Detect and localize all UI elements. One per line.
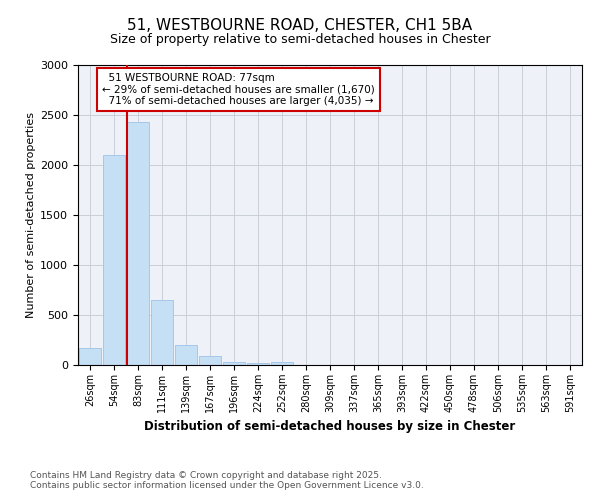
Bar [247, 363, 269, 365]
Text: 51, WESTBOURNE ROAD, CHESTER, CH1 5BA: 51, WESTBOURNE ROAD, CHESTER, CH1 5BA [127, 18, 473, 32]
Bar [127, 122, 149, 365]
Text: Size of property relative to semi-detached houses in Chester: Size of property relative to semi-detach… [110, 32, 490, 46]
Bar [175, 345, 197, 365]
Text: Contains public sector information licensed under the Open Government Licence v3: Contains public sector information licen… [30, 480, 424, 490]
Bar [151, 300, 173, 365]
Bar [223, 362, 245, 365]
Text: Contains HM Land Registry data © Crown copyright and database right 2025.: Contains HM Land Registry data © Crown c… [30, 470, 382, 480]
Bar [103, 155, 125, 365]
Text: 51 WESTBOURNE ROAD: 77sqm
← 29% of semi-detached houses are smaller (1,670)
  71: 51 WESTBOURNE ROAD: 77sqm ← 29% of semi-… [102, 73, 375, 106]
X-axis label: Distribution of semi-detached houses by size in Chester: Distribution of semi-detached houses by … [145, 420, 515, 434]
Bar [199, 356, 221, 365]
Bar [271, 362, 293, 365]
Bar [79, 348, 101, 365]
Y-axis label: Number of semi-detached properties: Number of semi-detached properties [26, 112, 36, 318]
